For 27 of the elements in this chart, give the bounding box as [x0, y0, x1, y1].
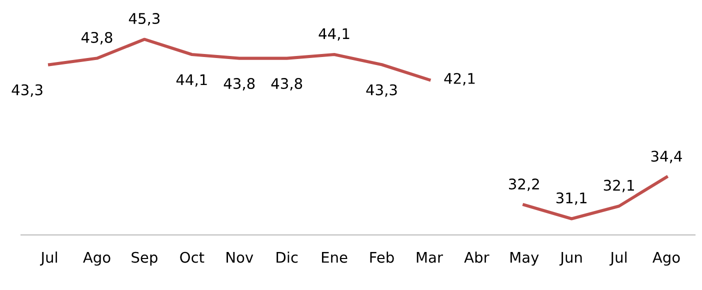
x-tick-label: Nov: [226, 252, 254, 263]
x-tick-label: Jul: [609, 252, 626, 266]
data-label: 44,1: [176, 74, 207, 87]
x-tick-label: Sep: [132, 252, 158, 266]
x-tick-label: Abr: [464, 252, 490, 263]
data-label: 43,8: [81, 32, 112, 44]
data-label: 43,3: [366, 84, 397, 97]
data-label: 43,3: [12, 84, 42, 97]
x-tick-label: Dic: [276, 252, 298, 263]
data-label: 43,8: [224, 78, 255, 91]
x-tick-label: Ago: [83, 252, 110, 266]
data-label: 34,4: [651, 150, 682, 164]
data-label: 31,1: [556, 192, 586, 205]
data-label: 45,3: [128, 12, 160, 26]
data-label: 32,1: [604, 180, 634, 192]
x-tick-label: Feb: [370, 252, 394, 263]
x-tick-label: Jun: [559, 252, 582, 266]
x-tick-label: May: [510, 252, 539, 266]
data-label: 44,1: [318, 28, 350, 41]
x-tick-label: Ago: [652, 252, 680, 266]
data-label: 42,1: [444, 72, 475, 86]
x-tick-label: Jul: [40, 252, 57, 266]
x-tick-label: Ene: [322, 252, 348, 263]
data-label: 32,2: [509, 178, 539, 192]
data-label: 43,8: [271, 78, 302, 91]
x-tick-label: Oct: [180, 252, 204, 263]
x-tick-label: Mar: [416, 252, 443, 263]
